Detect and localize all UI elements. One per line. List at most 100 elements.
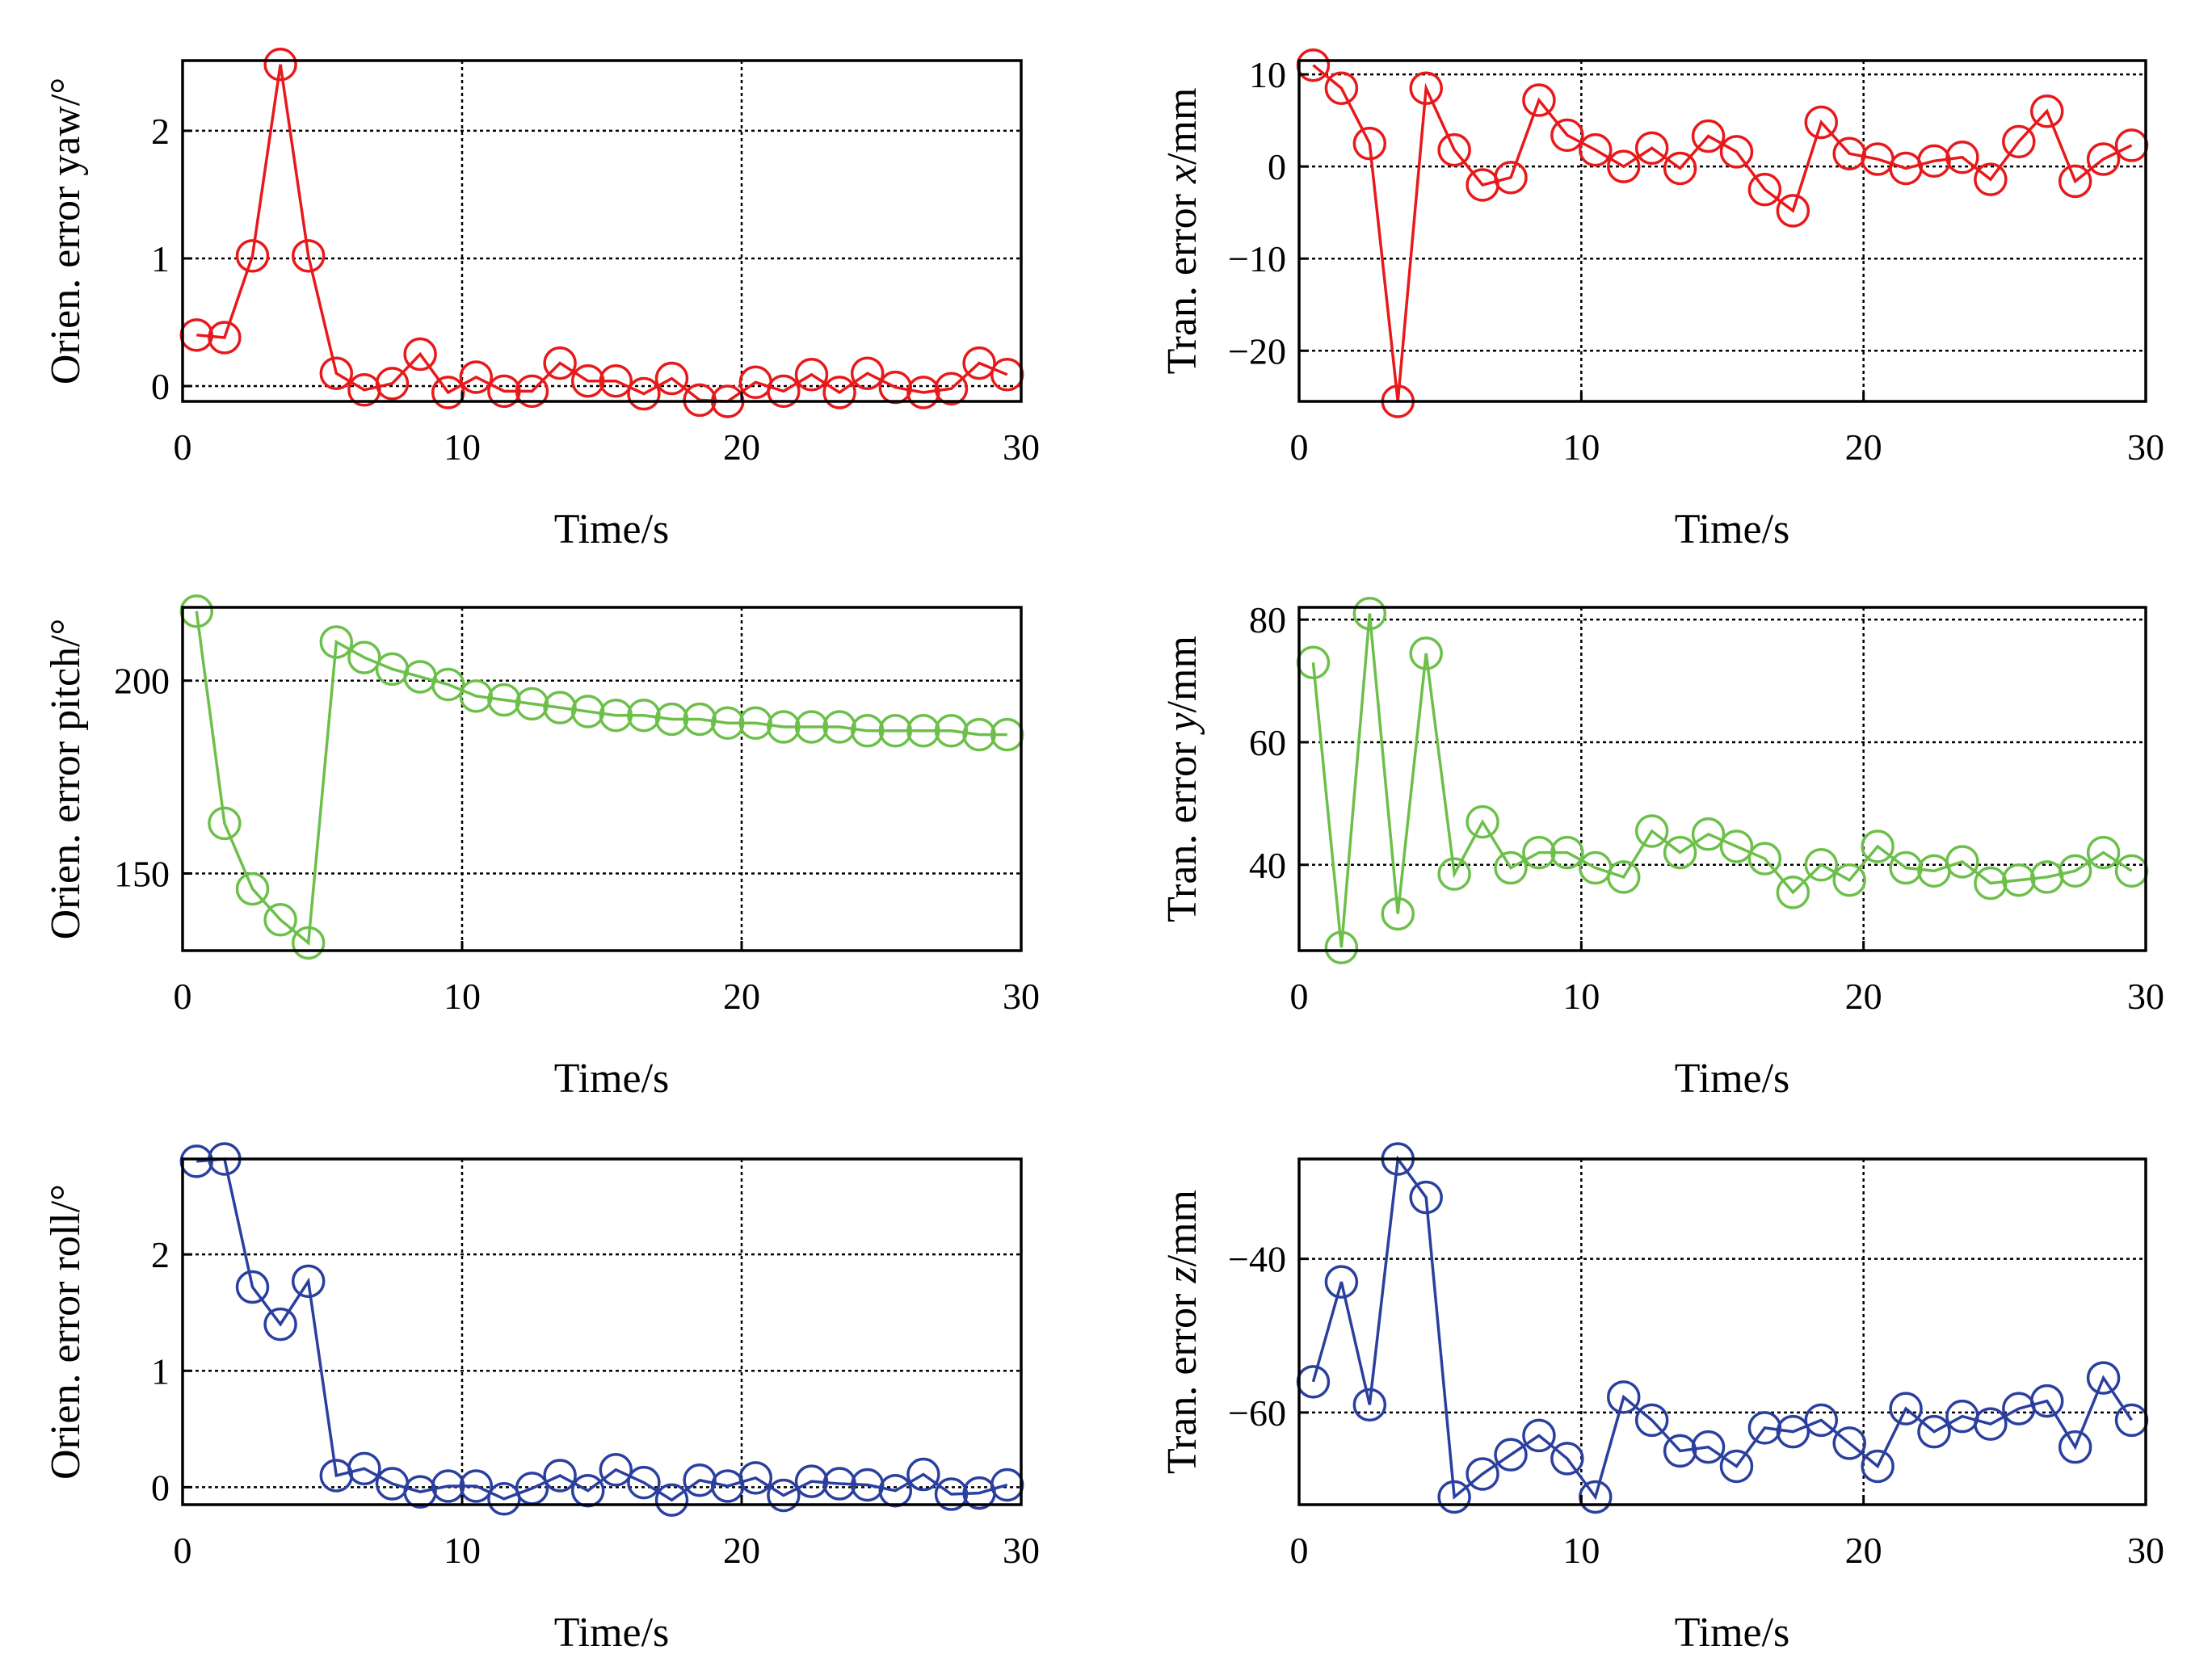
data-point <box>654 361 689 396</box>
data-point <box>850 356 885 390</box>
y-tick-label: −20 <box>1228 330 1286 372</box>
y-axis-title: Orien. error roll/° <box>43 1184 89 1480</box>
x-tick-label: 10 <box>1562 976 1600 1017</box>
plot-frame <box>1297 1157 2147 1506</box>
data-point <box>627 376 661 411</box>
x-tick-label: 10 <box>1562 1530 1600 1571</box>
data-point <box>319 356 354 390</box>
data-point <box>1550 1442 1584 1476</box>
data-point <box>1606 860 1641 894</box>
data-point <box>375 367 410 401</box>
x-tick-label: 0 <box>1290 976 1309 1017</box>
data-point <box>962 346 996 380</box>
data-point <box>1634 131 1669 166</box>
data-point <box>767 1478 801 1513</box>
data-point <box>599 1453 633 1487</box>
data-point <box>1861 829 1894 863</box>
x-tick-label: 0 <box>1290 1530 1309 1571</box>
data-point <box>1663 1434 1697 1468</box>
y-tick-label: 150 <box>114 853 170 894</box>
y-axis-title-part: /mm <box>1159 636 1205 712</box>
y-axis-title-part: z <box>1159 1266 1205 1283</box>
data-point <box>1522 83 1556 117</box>
data-point <box>599 363 633 398</box>
data-point <box>1409 1180 1443 1215</box>
data-point <box>1719 135 1754 169</box>
data-point <box>1437 857 1471 891</box>
data-point <box>794 1464 829 1498</box>
data-point <box>1579 132 1613 167</box>
plot-frame <box>181 606 1023 952</box>
y-axis-title: Orien. error yaw/° <box>43 78 89 384</box>
y-tick-label: 0 <box>1268 146 1286 187</box>
data-point <box>347 640 381 674</box>
data-point <box>1974 162 2008 196</box>
data-point <box>822 710 856 744</box>
plot-frame <box>181 59 1023 403</box>
x-tick-label: 0 <box>174 426 192 468</box>
data-point <box>1550 118 1584 153</box>
x-tick-label: 20 <box>1845 976 1882 1017</box>
data-point <box>1606 1380 1641 1414</box>
data-point <box>1579 1480 1613 1514</box>
y-tick-label: 2 <box>151 111 170 152</box>
data-point <box>319 625 354 659</box>
y-axis-title: Tran. error z/mm <box>1159 1190 1205 1474</box>
data-point <box>1691 119 1726 153</box>
data-point <box>738 1461 773 1495</box>
plot-frame <box>1297 59 2147 403</box>
data-point <box>1437 132 1471 167</box>
y-axis-title-part: y <box>1159 712 1205 736</box>
data-point <box>431 1469 465 1503</box>
x-tick-label: 20 <box>1845 426 1882 468</box>
data-point <box>2029 94 2064 128</box>
y-tick-label: 0 <box>151 1467 170 1508</box>
data-point <box>403 337 437 372</box>
data-point <box>459 1469 494 1503</box>
data-point <box>235 1270 270 1304</box>
series-line-yaw <box>196 64 1008 403</box>
data-point <box>1352 126 1387 161</box>
data-point <box>515 374 549 409</box>
data-point <box>1324 71 1359 105</box>
data-point <box>2029 1384 2064 1418</box>
data-point <box>654 1483 689 1517</box>
x-tick-label: 30 <box>1003 976 1040 1017</box>
data-point <box>1522 835 1556 870</box>
data-point <box>543 346 577 380</box>
chart-panel-middle-right: 0 10 20 30 40 60 80 Time/s Tran. error y/mm <box>1159 596 2164 1102</box>
data-point <box>208 321 242 355</box>
data-point <box>431 667 465 702</box>
chart-panel-middle-left: 0 10 20 30 150 200 Time/s Orien. error pitch/° <box>43 594 1040 1102</box>
data-point <box>263 1307 297 1342</box>
plot-frame <box>181 1157 1023 1506</box>
y-tick-label: 2 <box>151 1234 170 1275</box>
x-tick-label: 0 <box>174 976 192 1017</box>
data-point <box>291 239 326 273</box>
x-tick-label: 30 <box>2127 426 2164 468</box>
data-point <box>1945 845 1979 879</box>
data-point <box>1466 804 1499 839</box>
data-point <box>1804 1403 1839 1438</box>
data-point <box>1945 141 1979 174</box>
data-point <box>1691 1430 1726 1464</box>
data-point <box>767 374 801 409</box>
x-tick-label: 30 <box>1003 426 1040 468</box>
data-point <box>627 1465 661 1500</box>
x-tick-label: 20 <box>723 1530 760 1571</box>
chart-panel-top-right: 0 10 20 30 10 0 −10 −20 Time/s Tran. error x/mm <box>1159 48 2164 552</box>
x-tick-label: 20 <box>1845 1530 1882 1571</box>
data-point <box>263 47 297 82</box>
data-point <box>291 926 326 960</box>
data-point <box>1324 930 1359 964</box>
x-axis-title: Time/s <box>1675 506 1790 552</box>
plot-frame <box>1297 606 2147 952</box>
x-axis-title: Time/s <box>1675 1610 1790 1656</box>
data-point <box>1352 1388 1387 1422</box>
data-point <box>1804 105 1839 140</box>
data-point <box>738 706 773 741</box>
data-point <box>1776 194 1810 228</box>
data-point <box>2086 835 2121 870</box>
data-point <box>2002 124 2036 159</box>
